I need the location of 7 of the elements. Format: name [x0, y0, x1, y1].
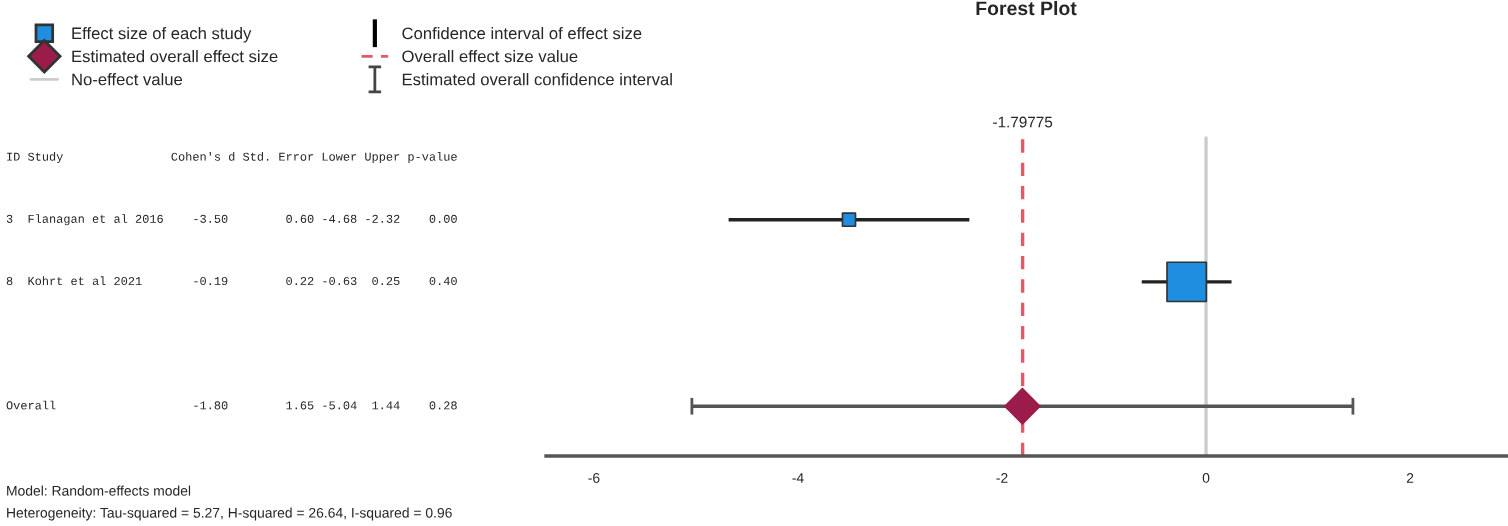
legend-label: Estimated overall effect size — [72, 50, 278, 63]
chart-title: Forest Plot — [976, 0, 1077, 16]
legend-label: Overall effect size value — [402, 50, 578, 63]
text: Estimated overall confidence interval — [402, 73, 672, 86]
text: Confidence interval of effect size — [402, 27, 642, 40]
legend-label: No-effect value — [72, 73, 183, 86]
legend-label: Effect size of each study — [72, 27, 252, 43]
